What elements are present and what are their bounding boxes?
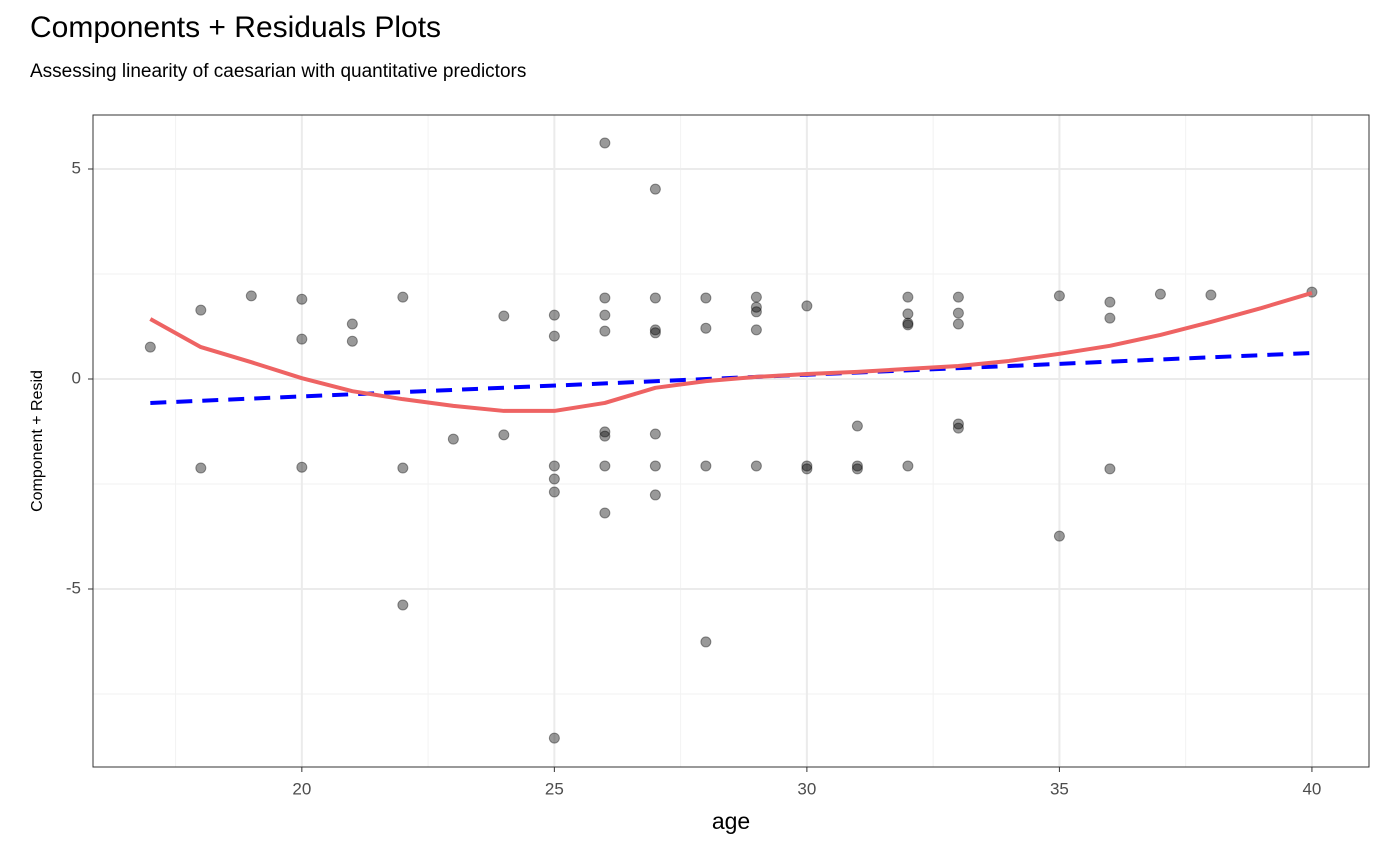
chart-subtitle: Assessing linearity of caesarian with qu… [30,61,526,82]
point [952,418,964,430]
point [750,301,762,313]
point [801,463,813,475]
point [1104,296,1116,308]
point [649,428,661,440]
point [801,300,813,312]
x-axis-label: age [712,808,750,834]
point [649,489,661,501]
point [700,292,712,304]
y-tick-label: -5 [66,578,81,597]
point [599,325,611,337]
point [1205,289,1217,301]
point [1104,463,1116,475]
point [952,318,964,330]
line [149,290,1313,413]
x-tick-label: 20 [292,779,311,798]
point [296,293,308,305]
point [649,292,661,304]
point [750,306,762,318]
point [952,307,964,319]
point [346,318,358,330]
y-tick-label: 5 [72,158,81,177]
point [700,636,712,648]
point [548,330,560,342]
point [902,308,914,320]
point [498,429,510,441]
point [1053,530,1065,542]
point [750,460,762,472]
point [296,333,308,345]
point [599,426,611,438]
point [498,310,510,322]
point [397,291,409,303]
y-axis-label: Component + Resid [29,370,46,512]
point [599,507,611,519]
point [952,422,964,434]
point [599,309,611,321]
point [649,183,661,195]
point [1104,312,1116,324]
point [851,460,863,472]
panel-border [92,114,1370,768]
point [195,304,207,316]
x-tick-label: 25 [545,779,564,798]
point [1053,290,1065,302]
point [548,732,560,744]
point [649,324,661,336]
point [548,473,560,485]
point [851,463,863,475]
point [902,460,914,472]
point [548,460,560,472]
point [397,462,409,474]
point [296,461,308,473]
point [346,335,358,347]
point [902,317,914,329]
point [750,291,762,303]
x-tick-label: 40 [1302,779,1321,798]
point [1154,288,1166,300]
point [599,430,611,442]
point [144,341,156,353]
point [548,486,560,498]
point [801,460,813,472]
point [700,460,712,472]
chart-title: Components + Residuals Plots [30,11,441,44]
x-tick-label: 35 [1050,779,1069,798]
point [649,460,661,472]
point [599,137,611,149]
point [195,462,207,474]
point [649,327,661,339]
y-tick-label: 0 [72,368,81,387]
x-tick-label: 30 [797,779,816,798]
point [599,292,611,304]
point [902,291,914,303]
point [245,290,257,302]
point [599,460,611,472]
point [902,319,914,331]
point [548,309,560,321]
point [397,599,409,611]
point [851,420,863,432]
point [750,324,762,336]
point [447,433,459,445]
point [952,291,964,303]
point [700,322,712,334]
